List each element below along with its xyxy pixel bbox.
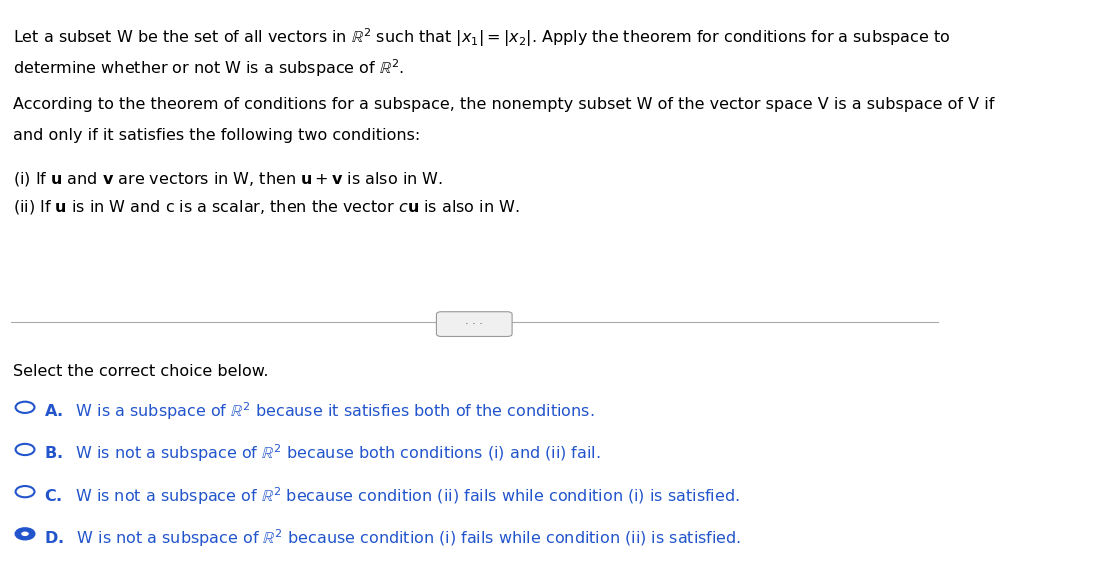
Text: $\mathbf{A.}$  W is a subspace of $\mathbb{R}^2$ because it satisfies both of th: $\mathbf{A.}$ W is a subspace of $\mathb… [44,401,595,422]
Text: · · ·: · · · [466,319,483,328]
Text: and only if it satisfies the following two conditions:: and only if it satisfies the following t… [13,128,420,143]
Text: (i) If $\mathbf{u}$ and $\mathbf{v}$ are vectors in W, then $\mathbf{u} + \mathb: (i) If $\mathbf{u}$ and $\mathbf{v}$ are… [13,170,443,188]
Text: $\mathbf{C.}$  W is not a subspace of $\mathbb{R}^2$ because condition (ii) fail: $\mathbf{C.}$ W is not a subspace of $\m… [44,485,740,507]
Circle shape [15,444,35,455]
Text: According to the theorem of conditions for a subspace, the nonempty subset W of : According to the theorem of conditions f… [13,97,995,112]
Circle shape [21,532,28,536]
Text: determine whether or not W is a subspace of $\mathbb{R}^2$.: determine whether or not W is a subspace… [13,58,404,79]
Circle shape [15,486,35,497]
Circle shape [15,528,35,540]
Text: $\mathbf{B.}$  W is not a subspace of $\mathbb{R}^2$ because both conditions (i): $\mathbf{B.}$ W is not a subspace of $\m… [44,443,600,464]
Text: (ii) If $\mathbf{u}$ is in W and c is a scalar, then the vector $c\mathbf{u}$ is: (ii) If $\mathbf{u}$ is in W and c is a … [13,198,519,216]
Text: Let a subset W be the set of all vectors in $\mathbb{R}^2$ such that $|x_1| = |x: Let a subset W be the set of all vectors… [13,27,950,49]
Text: $\mathbf{D.}$  W is not a subspace of $\mathbb{R}^2$ because condition (i) fails: $\mathbf{D.}$ W is not a subspace of $\m… [44,527,741,549]
Circle shape [15,402,35,413]
FancyBboxPatch shape [436,312,513,337]
Text: Select the correct choice below.: Select the correct choice below. [13,364,268,379]
